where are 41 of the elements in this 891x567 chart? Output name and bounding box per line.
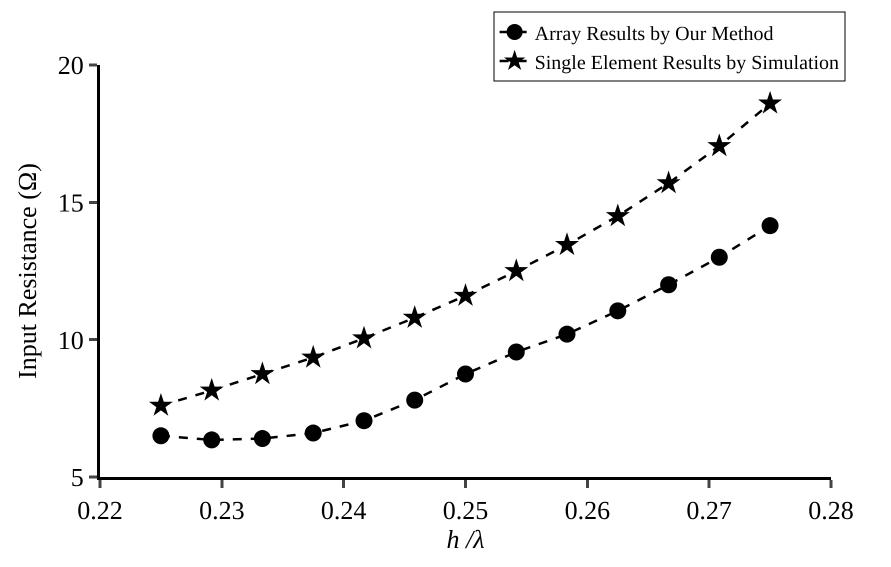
- point: [504, 258, 528, 282]
- point: [203, 431, 220, 448]
- point: [250, 361, 274, 384]
- point: [762, 217, 779, 234]
- legend-label: Array Results by Our Method: [534, 22, 774, 45]
- point: [304, 424, 322, 442]
- point: [758, 90, 782, 114]
- y-tick-label: 10: [58, 326, 84, 355]
- point: [148, 392, 173, 416]
- x-tick-label: 0.28: [808, 496, 854, 526]
- x-tick-label: 0.24: [320, 496, 366, 526]
- point: [301, 344, 326, 368]
- point: [454, 283, 478, 306]
- y-axis-title: Input Resistance (Ω): [13, 163, 42, 379]
- x-tick-label: 0.22: [77, 496, 123, 526]
- point: [660, 276, 678, 294]
- point: [606, 203, 630, 226]
- point: [352, 326, 376, 348]
- point: [406, 392, 424, 409]
- point: [508, 344, 525, 361]
- point: [555, 232, 579, 256]
- point: [656, 170, 681, 194]
- point: [356, 412, 373, 430]
- x-tick-label: 0.27: [686, 496, 732, 526]
- point: [457, 366, 474, 382]
- x-tick-label: 0.26: [564, 496, 610, 526]
- legend-label: Single Element Results by Simulation: [534, 52, 840, 74]
- x-tick-label: 0.23: [199, 496, 245, 526]
- point: [254, 430, 271, 448]
- point: [707, 133, 732, 156]
- point: [152, 427, 170, 444]
- point: [558, 326, 576, 343]
- y-tick-label: 20: [58, 51, 84, 80]
- point: [609, 302, 626, 320]
- point: [710, 248, 728, 266]
- y-tick-label: 5: [70, 463, 84, 492]
- y-tick-label: 15: [58, 188, 84, 218]
- x-axis-title: h /λ: [446, 525, 484, 554]
- point: [200, 378, 224, 401]
- point: [402, 305, 427, 328]
- x-tick-label: 0.25: [442, 496, 488, 526]
